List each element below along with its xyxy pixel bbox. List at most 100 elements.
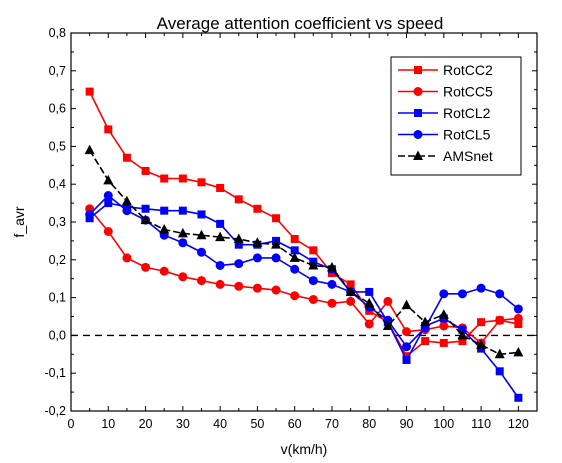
data-point xyxy=(159,266,169,276)
data-point xyxy=(289,252,300,262)
x-tick-label: 110 xyxy=(471,417,491,431)
y-tick-label: -0,1 xyxy=(44,366,66,380)
data-point xyxy=(364,297,375,308)
legend-label: RotCC5 xyxy=(443,84,493,100)
data-point xyxy=(234,195,243,204)
legend-marker xyxy=(413,150,423,160)
data-point xyxy=(290,264,300,274)
legend-label: RotCL5 xyxy=(443,127,491,143)
data-point xyxy=(420,316,431,327)
data-point xyxy=(122,206,132,216)
data-point xyxy=(458,325,467,334)
data-point xyxy=(271,253,281,263)
y-tick-label: 0,4 xyxy=(49,177,66,191)
data-point xyxy=(122,153,131,162)
series-rotcl2 xyxy=(85,199,523,402)
legend-label: RotCL2 xyxy=(443,105,491,121)
data-point xyxy=(439,289,449,299)
data-point xyxy=(364,319,374,329)
data-point xyxy=(346,296,356,306)
data-point xyxy=(177,227,188,238)
data-point xyxy=(327,279,337,289)
series-line xyxy=(89,208,519,345)
data-point xyxy=(122,253,132,263)
y-tick-label: -0,2 xyxy=(44,404,66,418)
data-point xyxy=(290,235,299,244)
data-point xyxy=(234,281,244,291)
legend-label: RotCC2 xyxy=(443,62,493,78)
legend-marker xyxy=(414,66,422,74)
data-point xyxy=(477,318,486,327)
legend: RotCC2 RotCC5 RotCL2 RotCL5 AMSnet xyxy=(390,56,522,176)
legend-marker xyxy=(413,130,423,139)
x-tick-label: 80 xyxy=(362,417,376,431)
y-tick-label: 0,3 xyxy=(49,215,66,229)
data-point xyxy=(514,320,523,329)
data-point xyxy=(197,210,206,219)
x-tick-label: 90 xyxy=(400,417,414,431)
legend-marker xyxy=(413,87,423,96)
data-point xyxy=(141,166,150,175)
x-axis-label: v(km/h) xyxy=(281,441,328,457)
x-tick-label: 10 xyxy=(101,417,115,431)
data-point xyxy=(290,246,299,255)
data-point xyxy=(495,315,505,325)
data-point xyxy=(272,214,281,223)
x-tick-label: 50 xyxy=(250,417,264,431)
data-point xyxy=(215,260,225,270)
data-point xyxy=(402,327,412,337)
y-tick-label: 0,8 xyxy=(49,26,66,40)
y-tick-label: 0,7 xyxy=(49,64,66,78)
series-layer xyxy=(84,87,524,402)
data-point xyxy=(141,204,150,213)
data-point xyxy=(178,238,188,248)
data-point xyxy=(160,174,169,183)
x-tick-label: 120 xyxy=(508,417,529,431)
data-point xyxy=(215,231,226,242)
y-tick-label: 0,2 xyxy=(49,253,66,267)
x-tick-label: 20 xyxy=(139,417,153,431)
data-point xyxy=(514,393,523,402)
data-point xyxy=(196,247,206,257)
data-point xyxy=(178,272,188,282)
data-point xyxy=(457,289,467,299)
data-point xyxy=(495,289,505,299)
series-line xyxy=(88,149,519,356)
data-point xyxy=(178,206,187,215)
data-point xyxy=(494,348,505,359)
legend-label: AMSnet xyxy=(443,148,493,164)
chart-title: Average attention coefficient vs speed xyxy=(157,14,444,33)
data-point xyxy=(326,261,337,272)
data-point xyxy=(103,226,113,236)
data-point xyxy=(402,342,412,352)
y-tick-label: 0,1 xyxy=(49,291,66,305)
x-tick-label: 60 xyxy=(288,417,302,431)
data-point xyxy=(365,287,374,296)
data-point xyxy=(457,329,468,340)
data-point xyxy=(513,304,523,314)
data-point xyxy=(327,298,337,308)
data-point xyxy=(103,174,114,185)
data-point xyxy=(345,286,356,296)
data-point xyxy=(85,87,94,96)
series-amsnet xyxy=(84,144,524,359)
data-point xyxy=(346,280,355,289)
data-point xyxy=(160,206,169,215)
data-point xyxy=(513,346,524,357)
data-point xyxy=(476,339,487,349)
data-point xyxy=(215,279,225,289)
data-point xyxy=(84,144,95,155)
series-line xyxy=(89,202,520,399)
data-point xyxy=(252,237,263,247)
data-point xyxy=(252,283,262,293)
data-point xyxy=(104,199,113,208)
data-point xyxy=(85,209,95,219)
data-point xyxy=(308,259,319,270)
data-point xyxy=(458,337,467,346)
legend-marker xyxy=(414,109,422,117)
data-point xyxy=(233,233,244,244)
data-point xyxy=(438,309,449,319)
data-point xyxy=(439,321,449,331)
x-tick-label: 100 xyxy=(433,417,454,431)
